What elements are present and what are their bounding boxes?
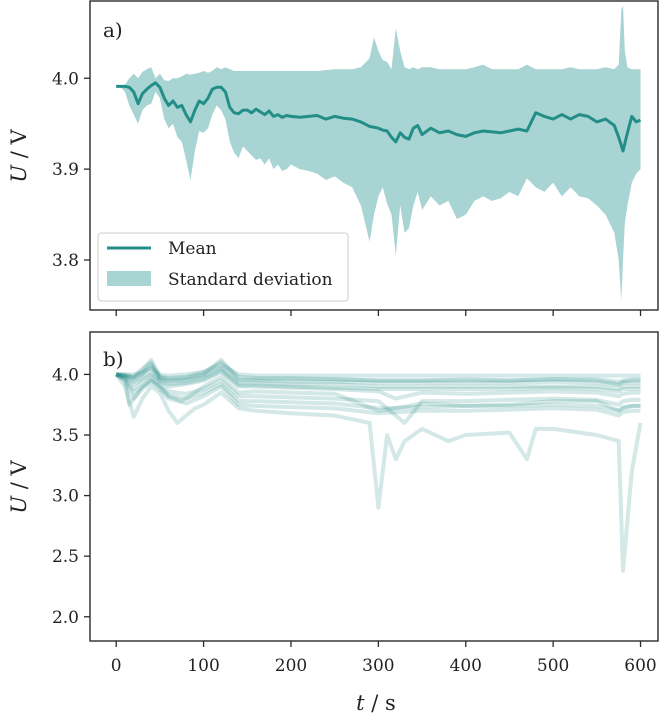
trajectory-line	[116, 360, 641, 387]
panel-a-frame	[89, 0, 659, 311]
trajectory-line	[115, 372, 641, 425]
trajectory-line	[115, 365, 641, 388]
panel-b-ylabel: U / V	[7, 460, 31, 514]
legend: Mean Standard deviation	[97, 232, 349, 302]
x-tick-label: 400	[450, 656, 482, 676]
trajectory-line	[115, 368, 641, 394]
panel-a-y-ticks: 3.8 3.9 4.0	[52, 69, 90, 271]
legend-band-label: Standard deviation	[168, 270, 333, 290]
panel-a-plot-area	[116, 5, 642, 301]
trajectory-line	[116, 362, 641, 378]
x-tick-label: 0	[111, 656, 122, 676]
x-tick-label: 500	[537, 656, 569, 676]
y-tick-label: 3.0	[52, 487, 79, 507]
x-tick-label: 600	[624, 656, 656, 676]
trajectory-line	[115, 372, 641, 413]
y-tick-label: 2.0	[52, 608, 79, 628]
panel-b-label: b)	[103, 347, 124, 371]
legend-mean-label: Mean	[168, 239, 217, 259]
panel-a-ylabel: U / V	[7, 129, 31, 183]
panel-b-x-ticks: 0 100 200 300 400 500 600	[111, 641, 657, 676]
x-tick-label: 100	[187, 656, 219, 676]
y-tick-label: 3.8	[52, 251, 79, 271]
x-tick-label: 200	[275, 656, 307, 676]
panel-b-frame	[89, 331, 659, 642]
trajectory-line	[115, 372, 641, 413]
panel-b-plot-area	[114, 357, 643, 573]
trajectory-line	[114, 373, 643, 573]
trajectory-line	[115, 372, 641, 418]
y-tick-label: 4.0	[52, 365, 79, 385]
panel-a-x-ticks	[115, 310, 642, 316]
trajectory-line	[115, 362, 641, 391]
std-band-area	[116, 5, 641, 301]
trajectory-line	[115, 357, 641, 384]
y-tick-label: 2.5	[52, 547, 79, 567]
trajectory-line	[115, 370, 641, 401]
panel-a-label: a)	[103, 18, 123, 42]
legend-frame	[97, 232, 349, 302]
panel-a: 3.8 3.9 4.0 a) U / V Mean Standard deviati…	[7, 0, 659, 316]
y-tick-label: 3.9	[52, 160, 79, 180]
legend-band-swatch	[107, 271, 151, 286]
x-tick-label: 300	[362, 656, 394, 676]
panel-b-xlabel: t / s	[356, 691, 396, 715]
panel-b-y-ticks: 2.0 2.5 3.0 3.5 4.0	[52, 365, 90, 628]
y-tick-label: 3.5	[52, 426, 79, 446]
panel-b: 2.0 2.5 3.0 3.5 4.0 0 100 200 300 400 500 600 b) U…	[7, 331, 659, 715]
y-tick-label: 4.0	[52, 69, 79, 89]
mean-line	[116, 81, 642, 153]
